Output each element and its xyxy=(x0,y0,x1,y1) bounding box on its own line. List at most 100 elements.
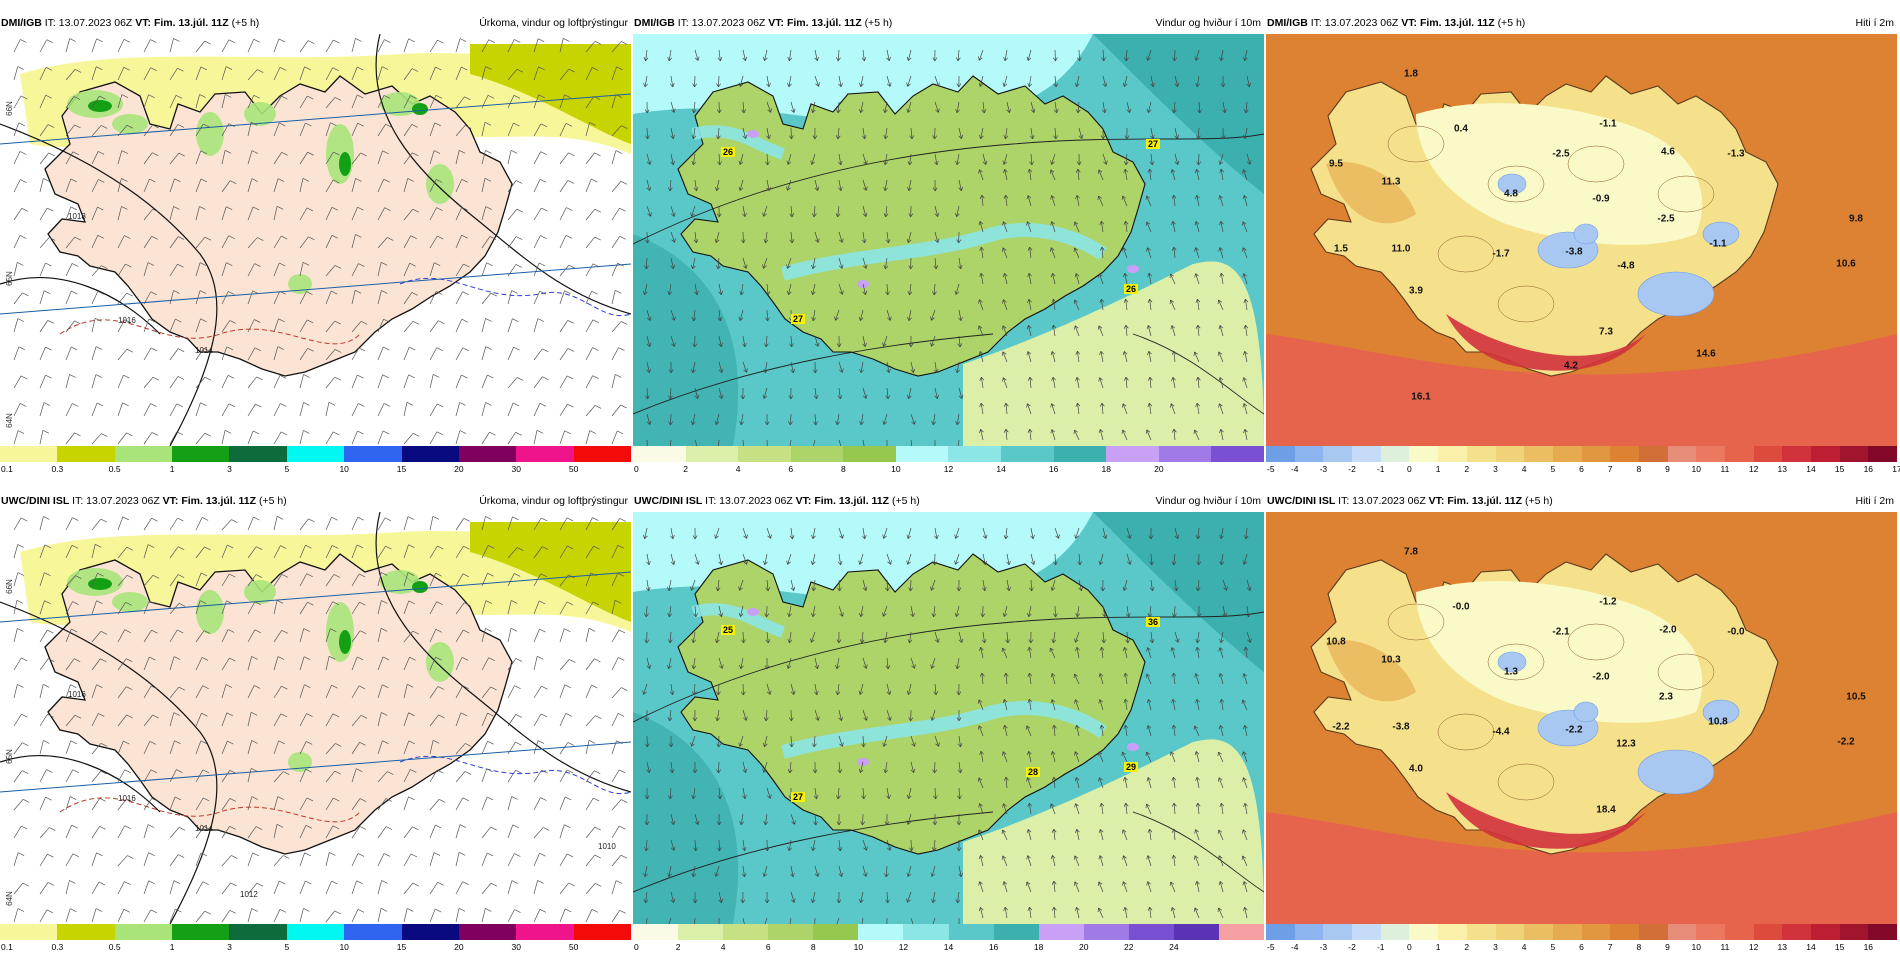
valid-time: Fim. 13.júl. 11Z xyxy=(787,17,862,29)
valid-time: Fim. 13.júl. 11Z xyxy=(1420,17,1495,29)
panel-header: UWC/DINI ISL IT: 13.07.2023 06Z VT: Fim.… xyxy=(1266,490,1897,512)
init-time: IT: 13.07.2023 06Z xyxy=(678,17,766,29)
colorbar-tick: 8 xyxy=(1636,464,1641,474)
latitude-label: 65N xyxy=(5,749,14,764)
colorbar-swatch xyxy=(1409,924,1438,940)
colorbar-tick: 3 xyxy=(227,942,232,952)
panel-dmi-wind: DMI/IGB IT: 13.07.2023 06Z VT: Fim. 13.j… xyxy=(633,12,1264,477)
gust-max-label: 27 xyxy=(791,314,805,324)
latitude-label: 66N xyxy=(5,579,14,594)
colorbar-swatch xyxy=(1381,446,1410,462)
colorbar-tick: 30 xyxy=(512,464,521,474)
colorbar-swatch xyxy=(57,446,114,462)
colorbar-tick: 50 xyxy=(569,464,578,474)
colorbar-tick: 5 xyxy=(1550,942,1555,952)
precip-field xyxy=(0,512,631,924)
lead-time: (+5 h) xyxy=(259,495,287,507)
colorbar-swatch xyxy=(1610,446,1639,462)
colorbar-swatch xyxy=(948,446,1001,462)
colorbar-swatch xyxy=(229,446,286,462)
temperature-value: -2.0 xyxy=(1659,625,1676,636)
colorbar-swatch xyxy=(1323,924,1352,940)
colorbar xyxy=(633,924,1264,940)
temperature-value: -2.0 xyxy=(1592,672,1609,683)
colorbar-swatch xyxy=(1106,446,1159,462)
colorbar-tick: 13 xyxy=(1778,464,1787,474)
gust-max-label: 26 xyxy=(1124,284,1138,294)
lead-time: (+5 h) xyxy=(865,17,893,29)
colorbar-tick: 16 xyxy=(989,942,998,952)
colorbar-tick: -3 xyxy=(1320,464,1328,474)
wind-field xyxy=(633,512,1264,924)
colorbar-swatch xyxy=(843,446,896,462)
temperature-value: 10.8 xyxy=(1708,717,1727,728)
valid-time: Fim. 13.júl. 11Z xyxy=(154,17,229,29)
colorbar-swatch xyxy=(1668,446,1697,462)
model-source: DMI/IGB xyxy=(633,17,675,29)
temperature-value: 9.8 xyxy=(1849,214,1863,225)
temperature-value: 7.8 xyxy=(1404,547,1418,558)
colorbar-tick: 18 xyxy=(1034,942,1043,952)
colorbar-swatch xyxy=(115,446,172,462)
colorbar-swatch xyxy=(1381,924,1410,940)
temperature-value: -3.8 xyxy=(1565,247,1582,258)
colorbar-tick: 20 xyxy=(1079,942,1088,952)
colorbar-tick: -1 xyxy=(1377,464,1385,474)
temperature-value: 1.3 xyxy=(1504,667,1518,678)
colorbar-tick: 0.3 xyxy=(51,464,63,474)
colorbar-swatch xyxy=(994,924,1039,940)
temperature-value: -4.4 xyxy=(1492,727,1509,738)
colorbar-swatch xyxy=(172,446,229,462)
temperature-value: 10.8 xyxy=(1326,637,1345,648)
temperature-value: 3.9 xyxy=(1409,286,1423,297)
valid-time-label: VT: xyxy=(1401,17,1417,29)
colorbar xyxy=(1266,924,1897,940)
colorbar-swatch xyxy=(1295,446,1324,462)
gust-max-label: 27 xyxy=(1146,139,1160,149)
colorbar-swatch xyxy=(723,924,768,940)
colorbar-swatch xyxy=(0,924,57,940)
colorbar-swatch xyxy=(0,446,57,462)
lead-time: (+5 h) xyxy=(1525,495,1553,507)
colorbar-tick: 10 xyxy=(339,942,348,952)
colorbar-tick: 18 xyxy=(1102,464,1111,474)
model-source: UWC/DINI ISL xyxy=(0,495,69,507)
colorbar-tick: 22 xyxy=(1124,942,1133,952)
colorbar-tick: 13 xyxy=(1778,942,1787,952)
colorbar-swatch xyxy=(1409,446,1438,462)
colorbar-swatch xyxy=(229,924,286,940)
gust-max-label: 28 xyxy=(1026,767,1040,777)
lead-time: (+5 h) xyxy=(1498,17,1526,29)
temperature-value: 1.5 xyxy=(1334,244,1348,255)
colorbar-swatch xyxy=(633,924,678,940)
panel-title: Hiti í 2m xyxy=(1855,12,1894,34)
colorbar-tick: 15 xyxy=(1835,942,1844,952)
colorbar-tick: -4 xyxy=(1291,464,1299,474)
colorbar-swatch xyxy=(402,446,459,462)
panel-uwc-precip: UWC/DINI ISL IT: 13.07.2023 06Z VT: Fim.… xyxy=(0,490,631,955)
colorbar-swatch xyxy=(1754,924,1783,940)
colorbar-tick: 15 xyxy=(1835,464,1844,474)
temperature-value: 11.3 xyxy=(1382,177,1401,188)
colorbar-swatch xyxy=(1352,446,1381,462)
colorbar-tick: 20 xyxy=(454,464,463,474)
colorbar-tick: 12 xyxy=(944,464,953,474)
temperature-value: -2.5 xyxy=(1552,149,1569,160)
colorbar-tick: 2 xyxy=(683,464,688,474)
colorbar-tick: 1 xyxy=(170,464,175,474)
temperature-value: 10.6 xyxy=(1836,259,1855,270)
isobar-label: 1018 xyxy=(68,212,86,221)
colorbar-tick: 24 xyxy=(1169,942,1178,952)
temperature-value: -2.2 xyxy=(1332,722,1349,733)
colorbar-tick: 6 xyxy=(1579,464,1584,474)
wind-field xyxy=(633,34,1264,446)
temperature-value: 10.3 xyxy=(1381,655,1400,666)
panel-dmi-temp: DMI/IGB IT: 13.07.2023 06Z VT: Fim. 13.j… xyxy=(1266,12,1897,477)
colorbar-swatch xyxy=(896,446,949,462)
colorbar-tick: 4 xyxy=(736,464,741,474)
colorbar-tick: 8 xyxy=(841,464,846,474)
colorbar-tick: 14 xyxy=(996,464,1005,474)
colorbar-swatch xyxy=(1524,446,1553,462)
